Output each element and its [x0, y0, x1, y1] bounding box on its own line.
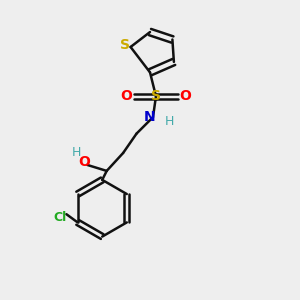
Text: O: O	[121, 89, 132, 103]
Text: N: N	[144, 110, 156, 124]
Text: H: H	[165, 115, 174, 128]
Text: O: O	[78, 155, 90, 169]
Text: S: S	[151, 89, 161, 103]
Text: S: S	[120, 38, 130, 52]
Text: O: O	[180, 89, 191, 103]
Text: H: H	[72, 146, 82, 160]
Text: Cl: Cl	[54, 211, 67, 224]
